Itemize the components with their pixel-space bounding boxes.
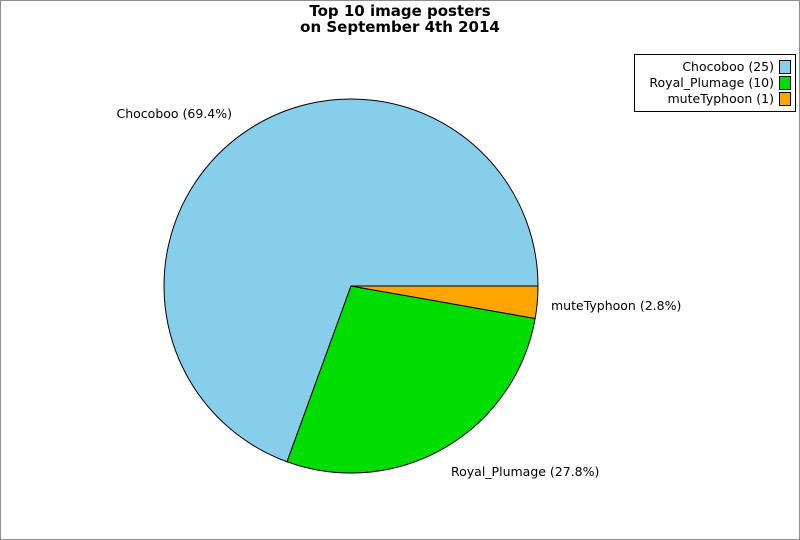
legend-color-swatch — [779, 76, 791, 90]
pie-label-royal_plumage: Royal_Plumage (27.8%) — [451, 464, 599, 479]
legend-item-label: Royal_Plumage (10) — [649, 75, 774, 90]
legend-item-label: muteTyphoon (1) — [667, 91, 774, 106]
pie-label-chocoboo: Chocoboo (69.4%) — [117, 106, 233, 121]
pie-label-mutetyphoon: muteTyphoon (2.8%) — [551, 298, 681, 313]
legend-item: Chocoboo (25) — [639, 59, 791, 75]
chart-title-line2: on September 4th 2014 — [300, 17, 500, 36]
legend-color-swatch — [779, 60, 791, 74]
legend-color-swatch — [779, 92, 791, 106]
pie-slice-chocoboo — [163, 98, 539, 463]
legend-item: Royal_Plumage (10) — [639, 75, 791, 91]
legend-item: muteTyphoon (1) — [639, 91, 791, 107]
pie-slice-royal_plumage — [286, 285, 536, 474]
chart-title: Top 10 image posters on September 4th 20… — [1, 2, 799, 36]
chart-title-line1: Top 10 image posters — [309, 2, 491, 20]
legend-item-label: Chocoboo (25) — [682, 59, 774, 74]
legend: Chocoboo (25) Royal_Plumage (10) muteTyp… — [634, 54, 796, 112]
pie-slice-mutetyphoon — [350, 285, 539, 320]
